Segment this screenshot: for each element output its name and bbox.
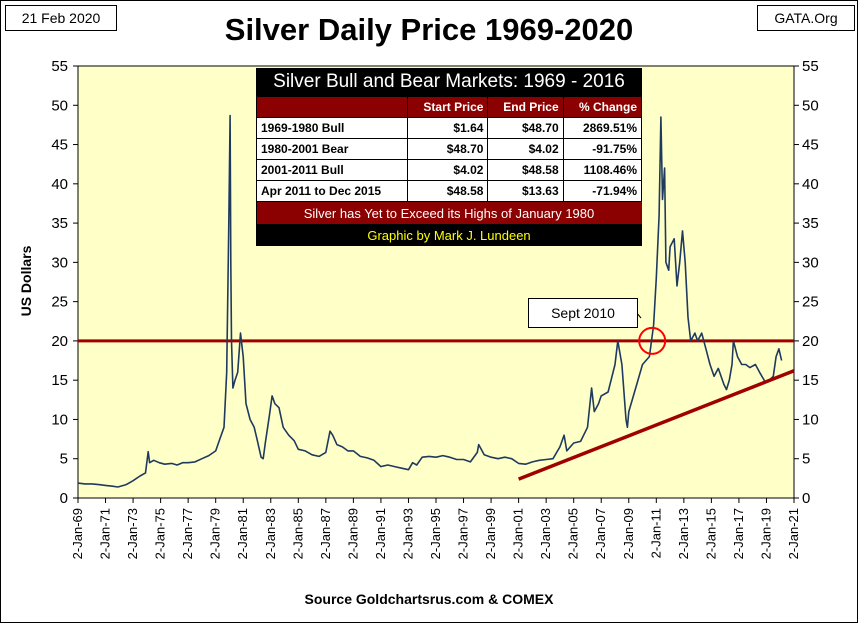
x-tick-label: 2-Jan-87 — [318, 508, 333, 559]
y-tick-label: 30 — [51, 254, 68, 271]
y-tick-label: 35 — [51, 215, 68, 232]
table-cell: $48.58 — [406, 180, 489, 202]
x-tick-label: 2-Jan-93 — [400, 508, 415, 559]
table-header-cell: Start Price — [406, 96, 489, 118]
x-tick-label: 2-Jan-83 — [263, 508, 278, 559]
table-row: 1980-2001 Bear $48.70 $4.02 -91.75% — [256, 138, 643, 160]
x-tick-label: 2-Jan-07 — [593, 508, 608, 559]
x-tick-label: 2-Jan-97 — [456, 508, 471, 559]
table-cell: $48.58 — [487, 159, 564, 181]
date-label: 21 Feb 2020 — [5, 5, 117, 31]
x-tick-label: 2-Jan-95 — [428, 508, 443, 559]
table-credit-row: Graphic by Mark J. Lundeen — [256, 224, 642, 246]
y-tick-label: 0 — [60, 490, 68, 507]
y-tick-label: 10 — [51, 411, 68, 428]
x-tick-label: 2-Jan-03 — [538, 508, 553, 559]
y-tick-label: 30 — [802, 254, 819, 271]
table-credit: Graphic by Mark J. Lundeen — [256, 224, 642, 246]
table-cell: $4.02 — [487, 138, 564, 160]
table-cell: $1.64 — [406, 117, 489, 139]
table-cell: 1108.46% — [562, 159, 643, 181]
x-tick-label: 2-Jan-71 — [98, 508, 113, 559]
table-cell: Apr 2011 to Dec 2015 — [256, 180, 408, 202]
x-tick-label: 2-Jan-99 — [483, 508, 498, 559]
y-tick-label: 45 — [51, 137, 68, 154]
x-tick-label: 2-Jan-77 — [180, 508, 195, 559]
silver-price-series — [77, 114, 783, 488]
y-tick-label: 25 — [51, 294, 68, 311]
table-cell: 2869.51% — [562, 117, 643, 139]
y-tick-label: 20 — [51, 333, 68, 350]
bull-bear-table: Silver Bull and Bear Markets: 1969 - 201… — [256, 68, 643, 246]
table-header-cell — [256, 96, 408, 118]
highlight-circle — [638, 326, 667, 355]
y-tick-label: 5 — [802, 451, 810, 468]
footer-source: Source Goldchartsrus.com & COMEX — [304, 591, 554, 607]
y-tick-label: 50 — [51, 97, 68, 114]
table-cell: $13.63 — [487, 180, 564, 202]
x-tick-label: 2-Jan-79 — [208, 508, 223, 559]
y-tick-label: 10 — [802, 411, 819, 428]
table-header-cell: % Change — [562, 96, 643, 118]
x-tick-label: 2-Jan-05 — [566, 508, 581, 559]
x-tick-label: 2-Jan-19 — [758, 508, 773, 559]
table-cell: 1969-1980 Bull — [256, 117, 408, 139]
trend-line — [517, 369, 795, 481]
table-row: Apr 2011 to Dec 2015 $48.58 $13.63 -71.9… — [256, 180, 643, 202]
y-tick-label: 35 — [802, 215, 819, 232]
y-tick-label: 55 — [802, 58, 819, 75]
annotation-sept-2010: Sept 2010 — [528, 298, 638, 328]
table-cell: 1980-2001 Bear — [256, 138, 408, 160]
y-tick-label: 50 — [802, 97, 819, 114]
table-cell: -71.94% — [562, 180, 643, 202]
y-axis-right: 0 5 10 15 20 25 30 35 40 45 50 55 — [794, 58, 819, 507]
y-tick-label: 45 — [802, 137, 819, 154]
x-tick-label: 2-Jan-13 — [676, 508, 691, 559]
x-tick-label: 2-Jan-15 — [703, 508, 718, 559]
y-tick-label: 15 — [51, 372, 68, 389]
y-tick-label: 40 — [51, 176, 68, 193]
y-axis-left: 0 5 10 15 20 25 30 35 40 45 50 55 — [51, 58, 78, 507]
table-title: Silver Bull and Bear Markets: 1969 - 201… — [273, 71, 625, 92]
y-tick-label: 0 — [802, 490, 810, 507]
table-row: 1969-1980 Bull $1.64 $48.70 2869.51% — [256, 117, 643, 139]
x-tick-label: 2-Jan-89 — [345, 508, 360, 559]
y-tick-label: 20 — [802, 333, 819, 350]
x-tick-label: 2-Jan-17 — [731, 508, 746, 559]
y-tick-label: 40 — [802, 176, 819, 193]
x-tick-label: 2-Jan-09 — [621, 508, 636, 559]
x-tick-label: 2-Jan-21 — [786, 508, 801, 559]
y-tick-label: 55 — [51, 58, 68, 75]
y-axis-label: US Dollars — [18, 245, 34, 317]
x-tick-label: 2-Jan-91 — [373, 508, 388, 559]
table-cell: 2001-2011 Bull — [256, 159, 408, 181]
x-tick-label: 2-Jan-81 — [235, 508, 250, 559]
table-header-cell: End Price — [487, 96, 564, 118]
chart-title: Silver Daily Price 1969-2020 — [224, 12, 634, 47]
x-axis: 2-Jan-69 2-Jan-71 2-Jan-73 2-Jan-75 2-Jan-77… — [70, 498, 801, 559]
x-tick-label: 2-Jan-73 — [125, 508, 140, 559]
x-tick-label: 2-Jan-69 — [70, 508, 85, 559]
table-row: 2001-2011 Bull $4.02 $48.58 1108.46% — [256, 159, 643, 181]
y-tick-label: 5 — [60, 451, 68, 468]
table-header-row: Start Price End Price % Change — [256, 96, 643, 118]
x-tick-label: 2-Jan-11 — [648, 508, 663, 558]
table-cell: $48.70 — [406, 138, 489, 160]
y-tick-label: 25 — [802, 294, 819, 311]
table-cell: -91.75% — [562, 138, 643, 160]
x-tick-label: 2-Jan-75 — [153, 508, 168, 559]
x-tick-label: 2-Jan-85 — [290, 508, 305, 559]
table-cell: $4.02 — [406, 159, 489, 181]
table-note: Silver has Yet to Exceed its Highs of Ja… — [256, 201, 642, 224]
table-cell: $48.70 — [487, 117, 564, 139]
x-tick-label: 2-Jan-01 — [511, 508, 526, 559]
y-tick-label: 15 — [802, 372, 819, 389]
table-note-row: Silver has Yet to Exceed its Highs of Ja… — [256, 201, 642, 224]
source-label: GATA.Org — [757, 5, 855, 31]
